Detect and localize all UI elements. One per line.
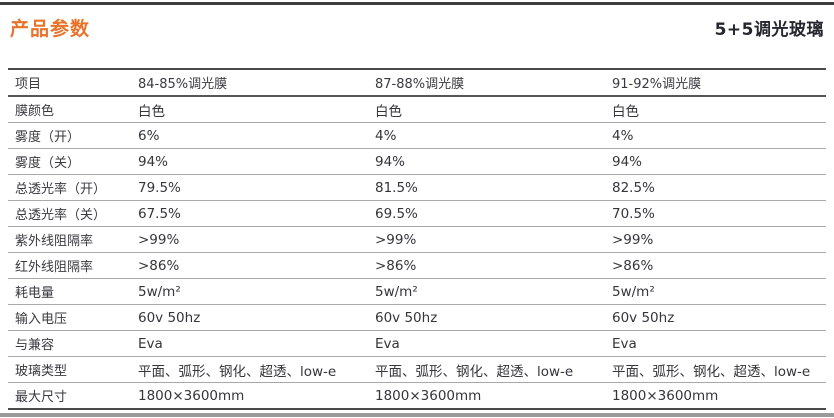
cell-value: Eva (138, 335, 163, 352)
column-header-film-3: 91-92%调光膜 (612, 77, 702, 92)
row-label: 耗电量 (15, 286, 55, 301)
cell-value: 4% (612, 127, 634, 144)
table-row: 玻璃类型 平面、弧形、钢化、超透、low-e 平面、弧形、钢化、超透、low-e… (8, 357, 826, 383)
cell-value: 5w/m² (375, 283, 418, 300)
column-header-film-1: 84-85%调光膜 (138, 77, 228, 92)
column-header-item: 项目 (15, 77, 42, 92)
table-row: 总透光率（关） 67.5% 69.5% 70.5% (8, 201, 826, 227)
page-header: 产品参数 5+5调光玻璃 (10, 14, 824, 41)
cell-value: 60v 50hz (138, 309, 201, 326)
row-label: 输入电压 (15, 312, 68, 327)
cell-value: 5w/m² (138, 283, 181, 300)
cell-value: 60v 50hz (612, 309, 675, 326)
cell-value: 82.5% (612, 179, 655, 196)
cell-value: 平面、弧形、钢化、超透、low-e (612, 363, 811, 380)
cell-value: 67.5% (138, 205, 181, 222)
cell-value: Eva (375, 335, 400, 352)
cell-value: 4% (375, 127, 397, 144)
row-label: 总透光率（关） (15, 208, 107, 223)
page-title: 产品参数 (10, 18, 91, 40)
table-row: 雾度（开） 6% 4% 4% (8, 123, 826, 149)
cell-value: >86% (138, 257, 180, 274)
table-row: 膜颜色 白色 白色 白色 (8, 96, 826, 123)
table-row: 最大尺寸 1800×3600mm 1800×3600mm 1800×3600mm (8, 383, 826, 409)
top-divider (0, 2, 834, 5)
table-row: 耗电量 5w/m² 5w/m² 5w/m² (8, 279, 826, 305)
cell-value: 94% (138, 153, 169, 170)
cell-value: 6% (138, 127, 160, 144)
cell-value: 5w/m² (612, 283, 655, 300)
cell-value: 94% (375, 153, 406, 170)
table-header-row: 项目 84-85%调光膜 87-88%调光膜 91-92%调光膜 (8, 69, 826, 96)
table-row: 与兼容 Eva Eva Eva (8, 331, 826, 357)
cell-value: 1800×3600mm (375, 387, 482, 404)
table-row: 红外线阻隔率 >86% >86% >86% (8, 253, 826, 279)
row-label: 紫外线阻隔率 (15, 234, 94, 249)
cell-value: 平面、弧形、钢化、超透、low-e (375, 363, 574, 380)
product-spec-table: 项目 84-85%调光膜 87-88%调光膜 91-92%调光膜 膜颜色 白色 … (8, 68, 826, 410)
cell-value: Eva (612, 335, 637, 352)
cell-value: 94% (612, 153, 643, 170)
row-label: 最大尺寸 (15, 390, 68, 405)
column-header-film-2: 87-88%调光膜 (375, 77, 465, 92)
row-label: 雾度（开） (15, 130, 81, 145)
cell-value: 1800×3600mm (612, 387, 719, 404)
cell-value: 白色 (138, 103, 165, 120)
cell-value: 69.5% (375, 205, 418, 222)
table-row: 总透光率（开） 79.5% 81.5% 82.5% (8, 175, 826, 201)
cell-value: 1800×3600mm (138, 387, 245, 404)
row-label: 雾度（关） (15, 156, 81, 171)
cell-value: 平面、弧形、钢化、超透、low-e (138, 363, 337, 380)
cell-value: >86% (612, 257, 654, 274)
cell-value: 81.5% (375, 179, 418, 196)
table-row: 紫外线阻隔率 >99% >99% >99% (8, 227, 826, 253)
row-label: 膜颜色 (15, 104, 55, 119)
cell-value: 白色 (612, 103, 639, 120)
table-row: 雾度（关） 94% 94% 94% (8, 149, 826, 175)
cell-value: 70.5% (612, 205, 655, 222)
cell-value: 79.5% (138, 179, 181, 196)
row-label: 总透光率（开） (15, 182, 107, 197)
cell-value: 60v 50hz (375, 309, 438, 326)
cell-value: >99% (612, 231, 654, 248)
cell-value: >99% (138, 231, 180, 248)
cell-value: >86% (375, 257, 417, 274)
row-label: 与兼容 (15, 338, 55, 353)
row-label: 玻璃类型 (15, 364, 68, 379)
bottom-divider (0, 413, 834, 417)
product-name-title: 5+5调光玻璃 (714, 20, 824, 40)
table-row: 输入电压 60v 50hz 60v 50hz 60v 50hz (8, 305, 826, 331)
cell-value: >99% (375, 231, 417, 248)
row-label: 红外线阻隔率 (15, 260, 94, 275)
cell-value: 白色 (375, 103, 402, 120)
